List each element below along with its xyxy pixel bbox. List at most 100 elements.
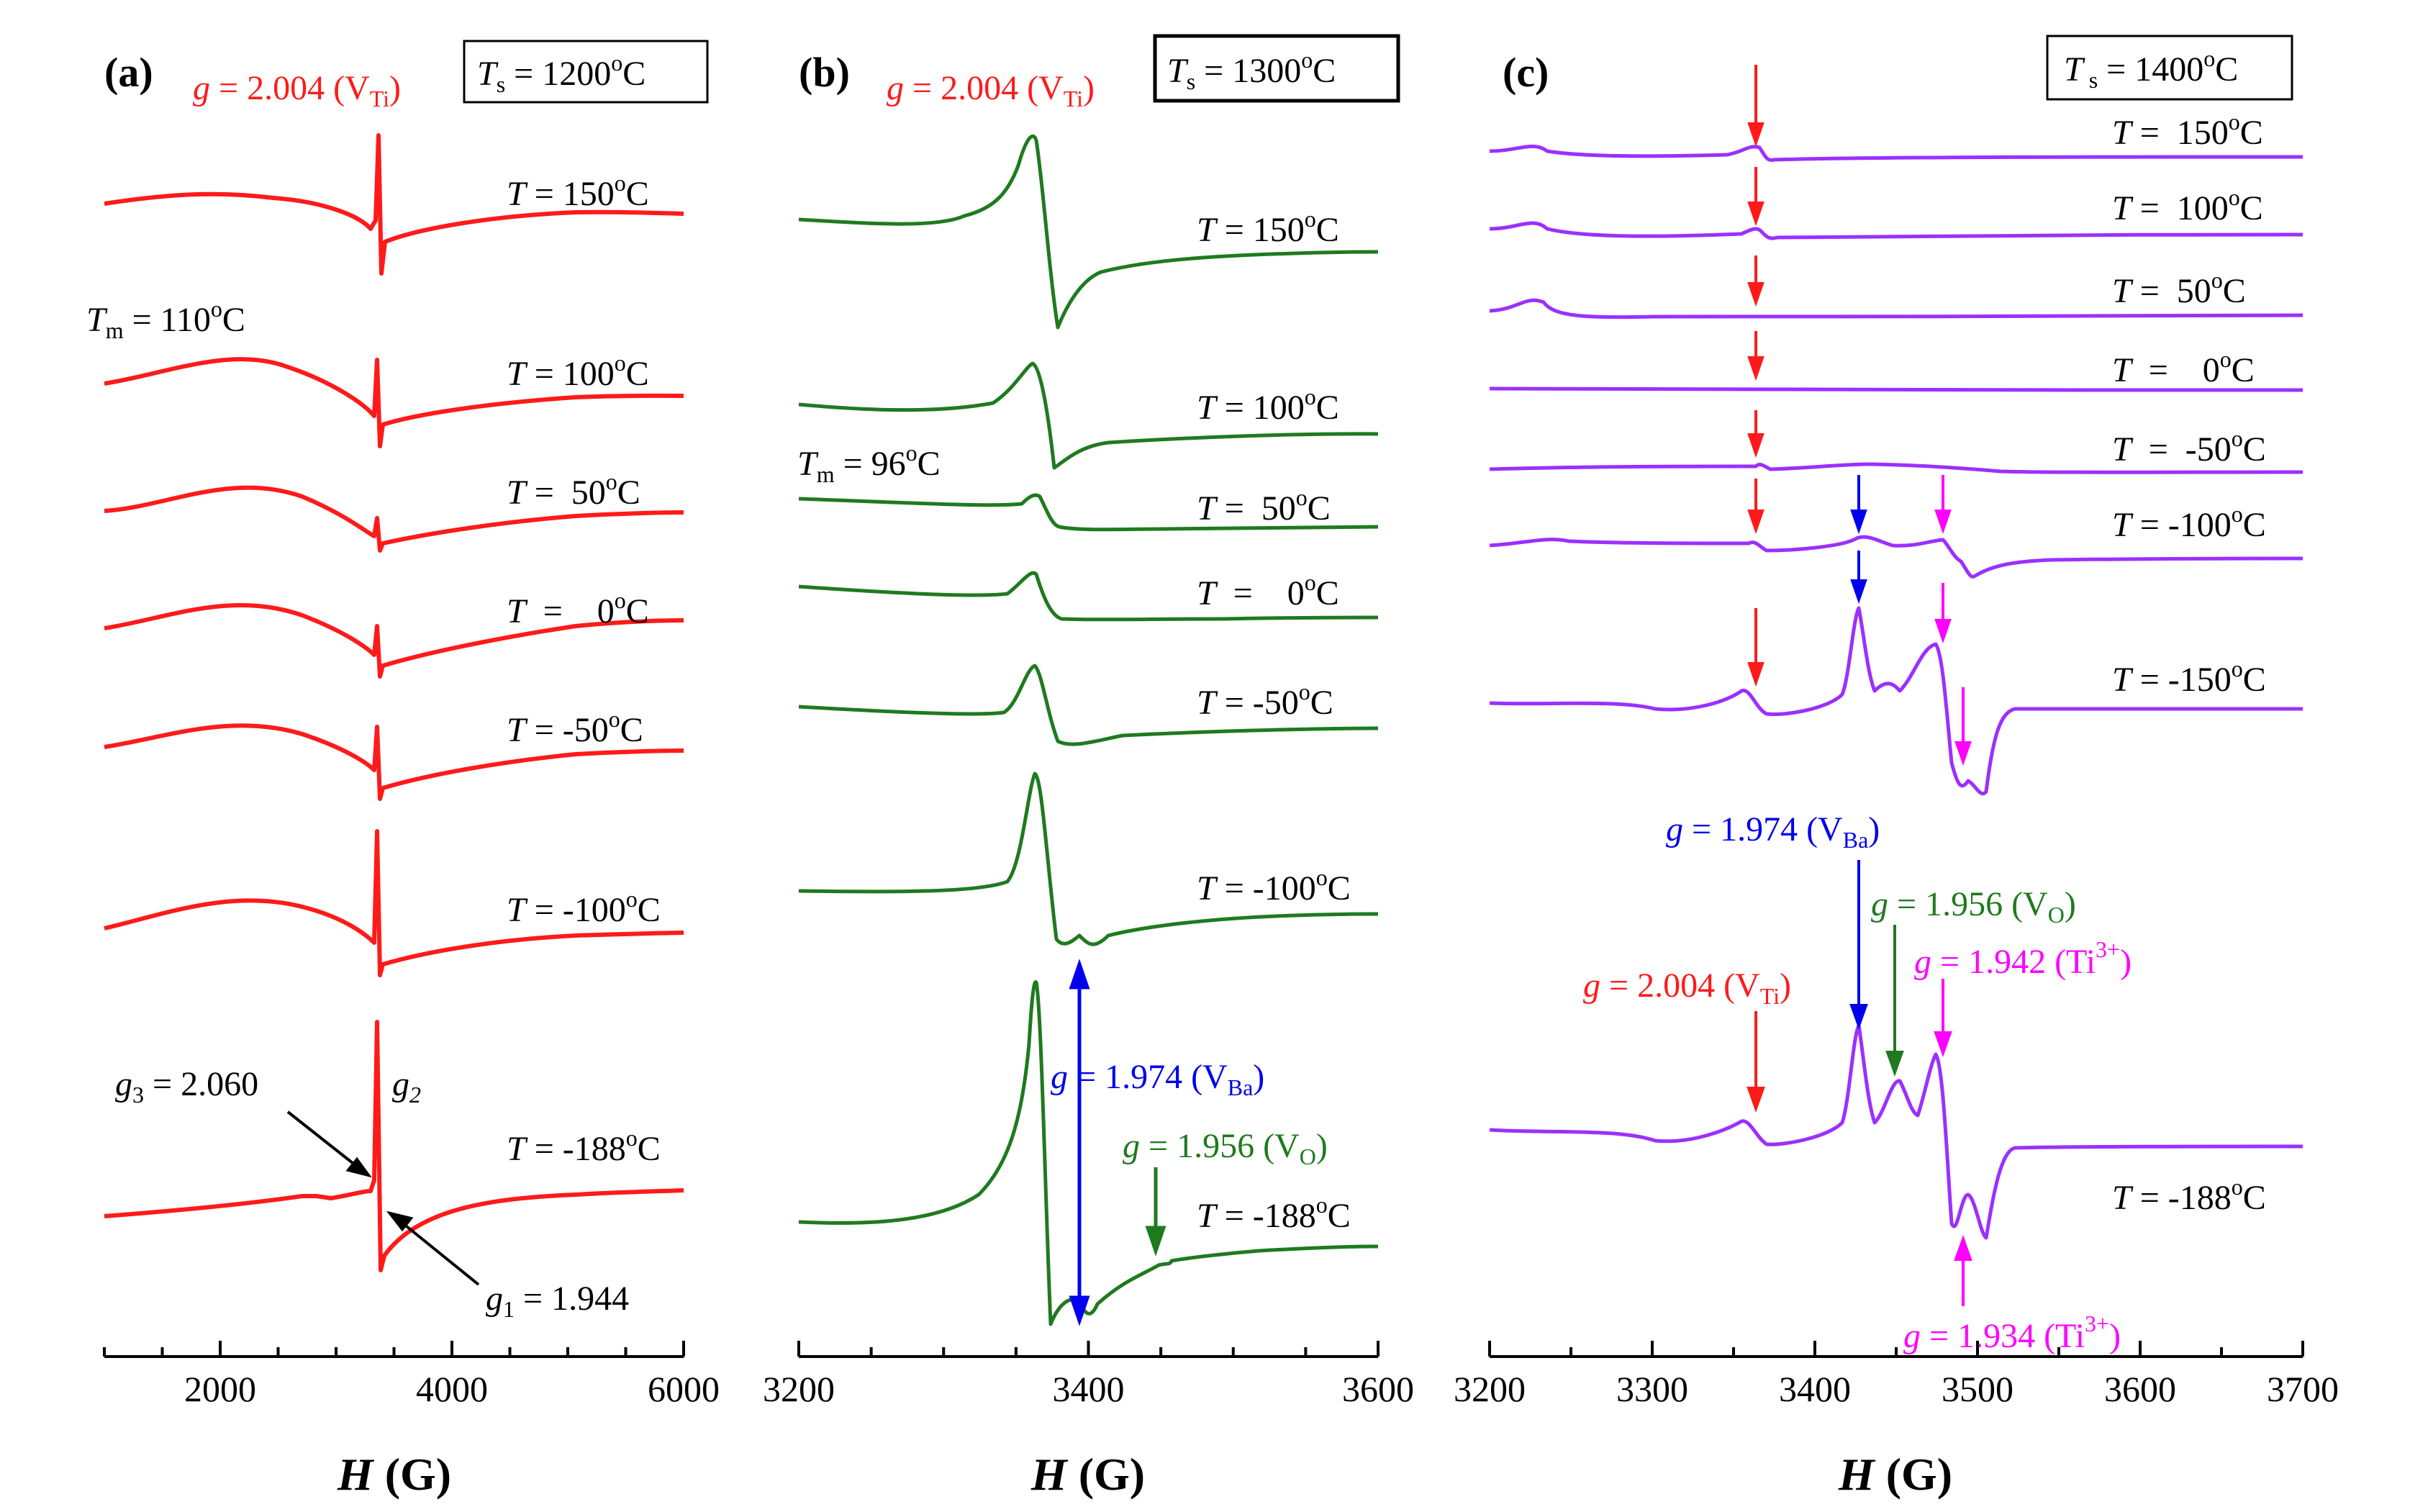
panel-a: (a) g = 2.004 (VTi) Ts = 1200oC Tm = 110…: [86, 40, 720, 1500]
panel-b-trace-100: [798, 361, 1379, 470]
panel-a-xlabel: H (G): [337, 1449, 451, 1500]
panel-c-vti-markers: [1747, 65, 1765, 1113]
panel-c-ts-label: T s = 1400oC: [2064, 45, 2238, 93]
panel-a-tm-label: Tm = 110oC: [86, 296, 245, 343]
panel-b-label: (b): [799, 49, 850, 96]
panel-c-tick-label: 3600: [2104, 1369, 2176, 1409]
panel-b-trace-m100: [798, 771, 1379, 946]
panel-c-tick-label: 3300: [1616, 1369, 1688, 1409]
panel-b-header-g: g = 2.004 (VTi): [887, 69, 1095, 112]
panel-b-trace-50: [798, 493, 1379, 532]
panel-a-g3-label: g3 = 2.060: [115, 1065, 258, 1108]
panel-c-label-100: T = 100oC: [2112, 184, 2263, 227]
panel-c-xlabel: H (G): [1838, 1449, 1952, 1500]
panel-b-label-m188: T = -188oC: [1197, 1192, 1351, 1235]
panel-b-tick-label: 3600: [1342, 1369, 1414, 1409]
panel-b-trace-0: [798, 571, 1379, 622]
panel-c-label-0: T = 0oC: [2112, 346, 2255, 389]
panel-c-trace-m100: [1489, 535, 2303, 579]
panel-b-tick-label: 3200: [763, 1369, 835, 1409]
panel-c-label-m100: T = -100oC: [2112, 501, 2266, 544]
panel-c-ts-box: [2046, 35, 2293, 101]
panel-b-vo-label: g = 1.956 (VO): [1123, 1127, 1328, 1169]
panel-c-vba-label: g = 1.974 (VBa): [1666, 810, 1880, 853]
panel-c-label-m188: T = -188oC: [2112, 1174, 2266, 1217]
panel-a-label-150: T = 150oC: [507, 170, 649, 213]
panel-c-ti2-label: g = 1.934 (Ti3+): [1903, 1310, 2121, 1355]
panel-a-ts-box: [463, 40, 709, 104]
panel-a-spectra: [104, 133, 684, 1272]
panel-a-label: (a): [104, 49, 153, 96]
panel-c-tick-label: 3500: [1942, 1369, 2013, 1409]
panel-b-label-50: T = 50oC: [1197, 484, 1331, 528]
panel-a-g1-arrow: [386, 1210, 480, 1286]
panel-c-vba-markers: [1849, 475, 1868, 1030]
panel-c-tick-label: 3200: [1454, 1369, 1526, 1409]
panel-b-vba-label: g = 1.974 (VBa): [1051, 1058, 1264, 1100]
panel-a-tick-label: 6000: [648, 1369, 720, 1409]
panel-a-ts-label: Ts = 1200oC: [477, 50, 645, 97]
panel-b-ts-label: Ts = 1300oC: [1167, 47, 1336, 94]
panel-b-vo-arrow: [1145, 1167, 1167, 1257]
panel-a-header-g: g = 2.004 (VTi): [193, 69, 401, 112]
panel-b-label-0: T = 0oC: [1197, 569, 1339, 612]
panel-c-spectra: [1489, 144, 2303, 1240]
panel-a-g1-label: g1 = 1.944: [486, 1280, 629, 1322]
panel-a-axis: 2000 4000 6000: [103, 1341, 720, 1409]
panel-c-trace-50: [1489, 298, 2303, 320]
panel-b-trace-m50: [798, 664, 1379, 746]
panel-b-label-m100: T = -100oC: [1197, 864, 1351, 907]
panel-a-trace-100: [104, 357, 684, 448]
panel-c-tick-label: 3700: [2267, 1369, 2339, 1409]
panel-b-ts-box: [1153, 34, 1400, 103]
panel-b-vba-arrow: [1069, 959, 1090, 1326]
panel-b-trace-150: [798, 134, 1379, 330]
panel-c-label-150: T = 150oC: [2112, 109, 2263, 152]
panel-b-tm-label: Tm = 96oC: [797, 440, 941, 487]
panel-c-label-50: T = 50oC: [2112, 267, 2246, 310]
panel-a-label-100: T = 100oC: [507, 350, 649, 393]
panel-b: (b) g = 2.004 (VTi) Ts = 1300oC Tm = 96o…: [763, 34, 1414, 1500]
panel-b-xlabel: H (G): [1030, 1449, 1145, 1500]
panel-c-trace-m50: [1489, 462, 2303, 474]
panel-b-label-m50: T = -50oC: [1197, 679, 1333, 722]
panel-a-trace-50: [104, 485, 684, 553]
panel-b-tick-label: 3400: [1053, 1369, 1125, 1409]
panel-a-label-50: T = 50oC: [507, 468, 640, 512]
panel-a-trace-m50: [104, 723, 684, 801]
panel-a-label-m50: T = -50oC: [507, 706, 643, 749]
panel-c-trace-m188: [1489, 1023, 2303, 1240]
panel-c-trace-m150: [1489, 606, 2303, 796]
panel-b-label-150: T = 150oC: [1197, 206, 1339, 249]
panel-a-trace-m188: [104, 1020, 684, 1272]
panel-c-trace-0: [1489, 386, 2303, 392]
panel-a-trace-m100: [104, 829, 684, 977]
panel-b-label-100: T = 100oC: [1197, 384, 1339, 427]
panel-c-label: (c): [1503, 49, 1549, 96]
panel-c-axis: 3200 3300 3400 3500 3600 3700: [1454, 1341, 2339, 1409]
panel-a-label-m188: T = -188oC: [507, 1125, 661, 1168]
panel-c-vo-marker: [1885, 925, 1904, 1077]
panel-c: (c) T s = 1400oC: [1454, 35, 2339, 1500]
panel-c-trace-150: [1489, 144, 2303, 163]
panel-c-ti-markers: [1934, 475, 1972, 1306]
panel-b-spectra: [798, 134, 1379, 1326]
panel-a-tick-label: 4000: [416, 1369, 488, 1409]
panel-a-g3-arrow: [286, 1110, 372, 1178]
panel-c-label-m150: T = -150oC: [2112, 656, 2266, 699]
panel-c-label-m50: T = -50oC: [2112, 425, 2266, 468]
panel-a-trace-150: [104, 133, 684, 276]
panel-c-tick-label: 3400: [1779, 1369, 1851, 1409]
panel-b-axis: 3200 3400 3600: [763, 1341, 1414, 1409]
panel-a-g2-label: g2: [392, 1065, 421, 1108]
panel-c-trace-100: [1489, 221, 2303, 240]
panel-a-tick-label: 2000: [184, 1369, 256, 1409]
panel-c-ti1-label: g = 1.942 (Ti3+): [1914, 936, 2132, 981]
panel-b-trace-m188: [798, 980, 1379, 1326]
panel-a-label-m100: T = -100oC: [507, 886, 661, 929]
panel-a-label-0: T = 0oC: [507, 587, 649, 630]
panel-c-vo-label: g = 1.956 (VO): [1871, 885, 2076, 928]
panel-c-vti-label: g = 2.004 (VTi): [1583, 966, 1791, 1009]
panel-a-trace-0: [104, 603, 684, 679]
